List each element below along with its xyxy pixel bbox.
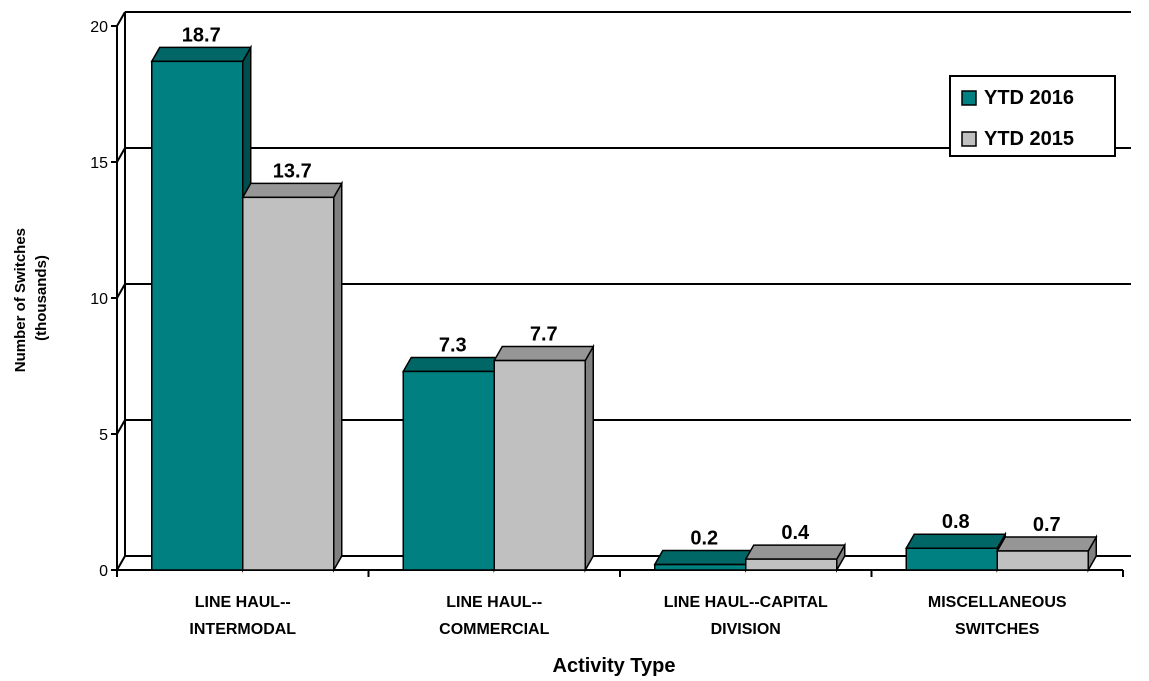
bars — [150, 44, 1098, 573]
data-label-ytd-2016: 7.3 — [439, 334, 467, 356]
data-label-ytd-2016: 0.8 — [942, 511, 970, 533]
bar-ytd-2015 — [492, 343, 595, 573]
data-label-ytd-2015: 13.7 — [273, 160, 312, 182]
gridline-depth — [116, 419, 126, 435]
gridline-depth — [116, 11, 126, 27]
bar-top — [744, 544, 847, 560]
bar-ytd-2015 — [995, 534, 1098, 573]
x-tick-label-line: LINE HAUL--CAPITAL — [664, 594, 828, 611]
bar-top — [904, 533, 1007, 549]
bar-front — [493, 359, 586, 571]
bar-top — [401, 356, 504, 373]
x-tick-label-line: COMMERCIAL — [439, 621, 549, 638]
legend-label-ytd-2015: YTD 2015 — [984, 128, 1074, 150]
x-tick-label: LINE HAUL-- COMMERCIAL — [439, 594, 549, 638]
bar-ytd-2016 — [904, 531, 1007, 573]
x-axis-title: Activity Type — [553, 655, 676, 677]
data-label-ytd-2015: 7.7 — [530, 324, 558, 346]
y-axis-title-line-1: Number of Switches — [12, 228, 29, 372]
legend-box — [949, 75, 1116, 157]
bar-ytd-2016 — [401, 354, 504, 573]
x-tick-label-line: MISCELLANEOUS — [928, 594, 1067, 611]
x-tick-labels: LINE HAUL-- INTERMODAL LINE HAUL-- COMMERCI… — [189, 594, 1066, 638]
bar-top — [653, 549, 756, 566]
bar-side — [584, 343, 594, 573]
bar-ytd-2016 — [150, 44, 253, 573]
x-tick-label: LINE HAUL--CAPITAL DIVISION — [664, 594, 828, 638]
y-tick-label: 5 — [99, 427, 108, 444]
bar-front — [745, 558, 838, 571]
y-tick-label: 0 — [99, 563, 108, 580]
data-labels: 18.7 13.7 7.3 7.7 0.2 0.4 0.8 0.7 — [182, 24, 1061, 549]
x-tick-label-line: DIVISION — [711, 621, 781, 638]
bar-front — [996, 550, 1089, 571]
y-tick-label: 20 — [90, 19, 108, 36]
floor-depth-edge — [116, 555, 126, 571]
legend-swatch-ytd-2015 — [961, 131, 977, 147]
bar-top — [995, 536, 1098, 552]
legend: YTD 2016 YTD 2015 — [949, 75, 1116, 157]
bar-ytd-2015 — [744, 542, 847, 573]
x-tick-label-line: LINE HAUL-- — [446, 594, 542, 611]
legend-label-ytd-2016: YTD 2016 — [984, 87, 1074, 109]
bar-top — [150, 46, 253, 63]
bar-front — [151, 60, 244, 571]
data-label-ytd-2015: 0.7 — [1033, 514, 1061, 536]
x-tick-label-line: SWITCHES — [955, 621, 1040, 638]
y-tick-label: 15 — [90, 155, 108, 172]
bar-ytd-2015 — [241, 180, 344, 573]
bar-front — [402, 370, 495, 571]
bar-front — [905, 547, 998, 571]
gridline-depth — [116, 147, 126, 163]
gridline-depth — [116, 283, 126, 299]
x-tick-label: MISCELLANEOUS SWITCHES — [928, 594, 1067, 638]
y-tick-label: 10 — [90, 291, 108, 308]
y-axis-title: Number of Switches (thousands) — [12, 224, 50, 372]
x-tick-label: LINE HAUL-- INTERMODAL — [189, 594, 296, 638]
y-axis-title-line-2: (thousands) — [33, 255, 50, 341]
bar-top — [241, 182, 344, 199]
bar-ytd-2016 — [653, 547, 756, 573]
bar-front — [654, 563, 747, 571]
data-label-ytd-2016: 18.7 — [182, 24, 221, 46]
legend-swatch-ytd-2016 — [961, 90, 977, 106]
bar-front — [242, 196, 335, 571]
bar-side — [333, 180, 343, 573]
data-label-ytd-2016: 0.2 — [690, 528, 718, 550]
data-label-ytd-2015: 0.4 — [781, 522, 810, 544]
x-tick-label-line: LINE HAUL-- — [195, 594, 291, 611]
x-tick-label-line: INTERMODAL — [189, 621, 296, 638]
bar-top — [492, 345, 595, 362]
